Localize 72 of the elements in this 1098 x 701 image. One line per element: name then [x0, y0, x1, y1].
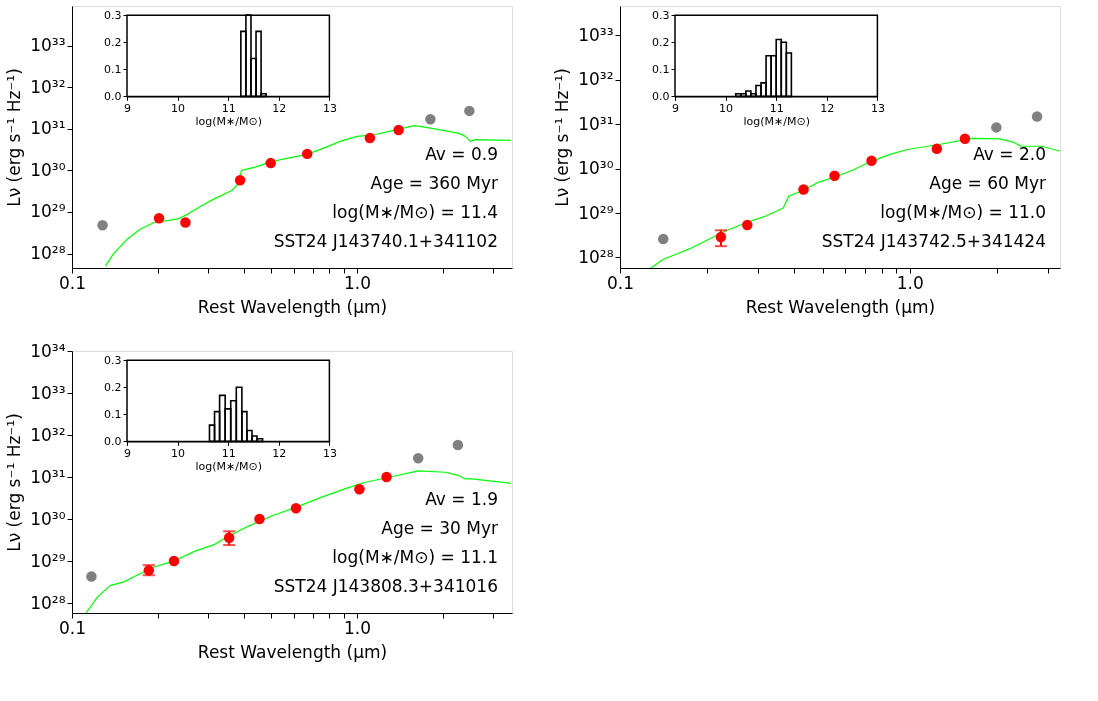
- y-tick-label: 0.0: [652, 89, 670, 103]
- annotation: SST24 J143742.5+341424: [821, 230, 1046, 251]
- y-tick-label: 0.1: [104, 407, 122, 421]
- y-tick-label: 0.1: [652, 62, 670, 76]
- y-axis-title: Lν (erg s⁻¹ Hz⁻¹): [552, 68, 573, 207]
- y-tick-label: 0.3: [104, 353, 122, 367]
- y-tick-label: 10³²: [30, 424, 66, 445]
- y-tick-label: 10³⁴: [30, 340, 66, 361]
- x-tick-label: 9: [672, 101, 679, 115]
- x-axis-title: log(M∗/M⊙): [743, 114, 810, 128]
- annotation: log(M∗/M⊙) = 11.4: [332, 201, 498, 222]
- x-tick-label: 1.0: [896, 272, 924, 293]
- y-tick-label: 10³²: [30, 76, 66, 97]
- y-tick-label: 10³²: [578, 69, 614, 90]
- annotation: SST24 J143808.3+341016: [273, 575, 498, 596]
- annotation: Av = 0.9: [425, 144, 498, 165]
- x-axis-title: Rest Wavelength (μm): [745, 296, 936, 317]
- annotation: Av = 2.0: [973, 144, 1046, 165]
- x-tick-label: 9: [124, 101, 131, 115]
- y-tick-label: 10³³: [30, 35, 66, 56]
- annotation: log(M∗/M⊙) = 11.1: [332, 546, 498, 567]
- y-tick-label: 0.2: [104, 380, 122, 394]
- x-tick-label: 12: [272, 446, 287, 460]
- x-tick-label: 10: [171, 446, 186, 460]
- x-tick-label: 10: [719, 101, 734, 115]
- y-tick-label: 10²⁹: [30, 201, 66, 222]
- y-tick-label: 10²⁹: [30, 550, 66, 571]
- y-axis-title: Lν (erg s⁻¹ Hz⁻¹): [4, 68, 25, 207]
- x-axis-title: Rest Wavelength (μm): [197, 296, 388, 317]
- annotation: log(M∗/M⊙) = 11.0: [880, 201, 1046, 222]
- x-tick-label: 11: [221, 446, 236, 460]
- x-tick-label: 1.0: [343, 272, 371, 293]
- y-tick-label: 10³⁰: [30, 159, 66, 180]
- y-tick-label: 10³¹: [30, 466, 66, 487]
- y-tick-label: 10²⁸: [30, 592, 66, 613]
- y-tick-label: 0.1: [104, 62, 122, 76]
- x-tick-label: 11: [221, 101, 236, 115]
- y-tick-label: 0.2: [104, 35, 122, 49]
- x-tick-label: 13: [322, 446, 337, 460]
- y-axis-title: Lν (erg s⁻¹ Hz⁻¹): [4, 413, 25, 552]
- annotation: Age = 30 Myr: [381, 518, 499, 539]
- annotation: Age = 360 Myr: [370, 173, 499, 194]
- x-tick-label: 10: [171, 101, 186, 115]
- y-tick-label: 10³¹: [578, 113, 614, 134]
- y-tick-label: 10³¹: [30, 118, 66, 139]
- y-tick-label: 0.0: [104, 89, 122, 103]
- x-tick-label: 13: [322, 101, 337, 115]
- y-tick-label: 0.0: [104, 434, 122, 448]
- y-tick-label: 10³⁰: [30, 508, 66, 529]
- x-axis-title: log(M∗/M⊙): [195, 459, 262, 473]
- y-tick-label: 10³³: [30, 382, 66, 403]
- x-tick-label: 0.1: [606, 272, 635, 293]
- x-tick-label: 1.0: [343, 617, 371, 638]
- y-tick-label: 10²⁸: [578, 246, 614, 267]
- annotation: Av = 1.9: [425, 489, 498, 510]
- y-tick-label: 10²⁹: [578, 202, 614, 223]
- y-tick-label: 0.3: [652, 8, 670, 22]
- x-axis-title: Rest Wavelength (μm): [197, 641, 388, 662]
- x-tick-label: 0.1: [58, 272, 87, 293]
- y-tick-label: 0.2: [652, 35, 670, 49]
- annotation: Age = 60 Myr: [929, 173, 1047, 194]
- x-tick-label: 12: [820, 101, 835, 115]
- x-tick-label: 11: [769, 101, 784, 115]
- y-tick-label: 10²⁸: [30, 243, 66, 264]
- x-tick-label: 12: [272, 101, 287, 115]
- annotation: SST24 J143740.1+341102: [273, 230, 498, 251]
- x-axis-title: log(M∗/M⊙): [195, 114, 262, 128]
- y-tick-label: 10³³: [578, 24, 614, 45]
- x-tick-label: 9: [124, 446, 131, 460]
- x-tick-label: 13: [870, 101, 885, 115]
- y-tick-label: 10³⁰: [578, 158, 614, 179]
- y-tick-label: 0.3: [104, 8, 122, 22]
